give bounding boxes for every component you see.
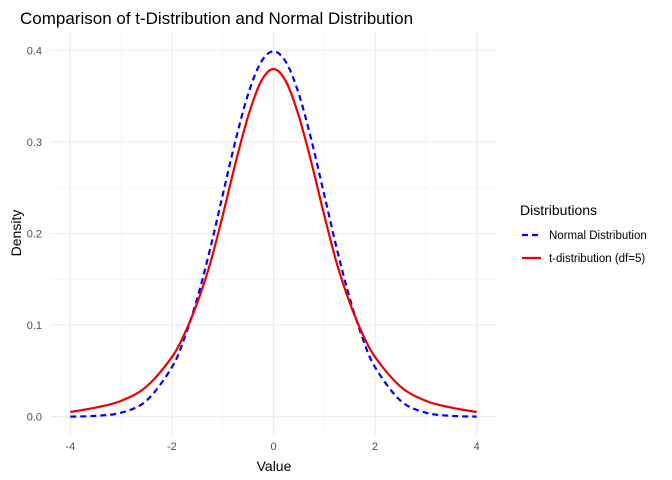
x-tick-label: 2	[372, 441, 378, 453]
chart-title: Comparison of t-Distribution and Normal …	[20, 9, 413, 28]
legend-title: Distributions	[520, 202, 597, 218]
x-tick-label: 4	[474, 441, 480, 453]
y-tick-label: 0.3	[27, 137, 42, 149]
y-tick-label: 0.1	[27, 320, 42, 332]
series-line-normal	[70, 50, 477, 418]
grid-major	[50, 32, 497, 435]
y-tick-label: 0.4	[27, 45, 42, 57]
y-tick-label: 0.2	[27, 229, 42, 241]
legend-label: t-distribution (df=5)	[549, 253, 645, 265]
x-axis-tick-labels: -4 -2 0 2 4	[65, 441, 479, 453]
legend-label: Normal Distribution	[549, 230, 647, 242]
legend-items: Normal Distribution t-distribution (df=5)	[522, 230, 647, 265]
y-axis-title: Density	[8, 210, 24, 257]
y-tick-label: 0.0	[27, 412, 42, 424]
x-tick-label: -4	[65, 441, 75, 453]
x-tick-label: -2	[167, 441, 177, 453]
x-axis-title: Value	[257, 458, 292, 474]
series-layer	[70, 50, 477, 418]
x-tick-label: 0	[270, 441, 276, 453]
legend: Distributions Normal Distribution t-distr…	[520, 202, 647, 265]
series-line-t-dist	[70, 67, 477, 414]
y-axis-tick-labels: 0.0 0.1 0.2 0.3 0.4	[27, 45, 42, 423]
